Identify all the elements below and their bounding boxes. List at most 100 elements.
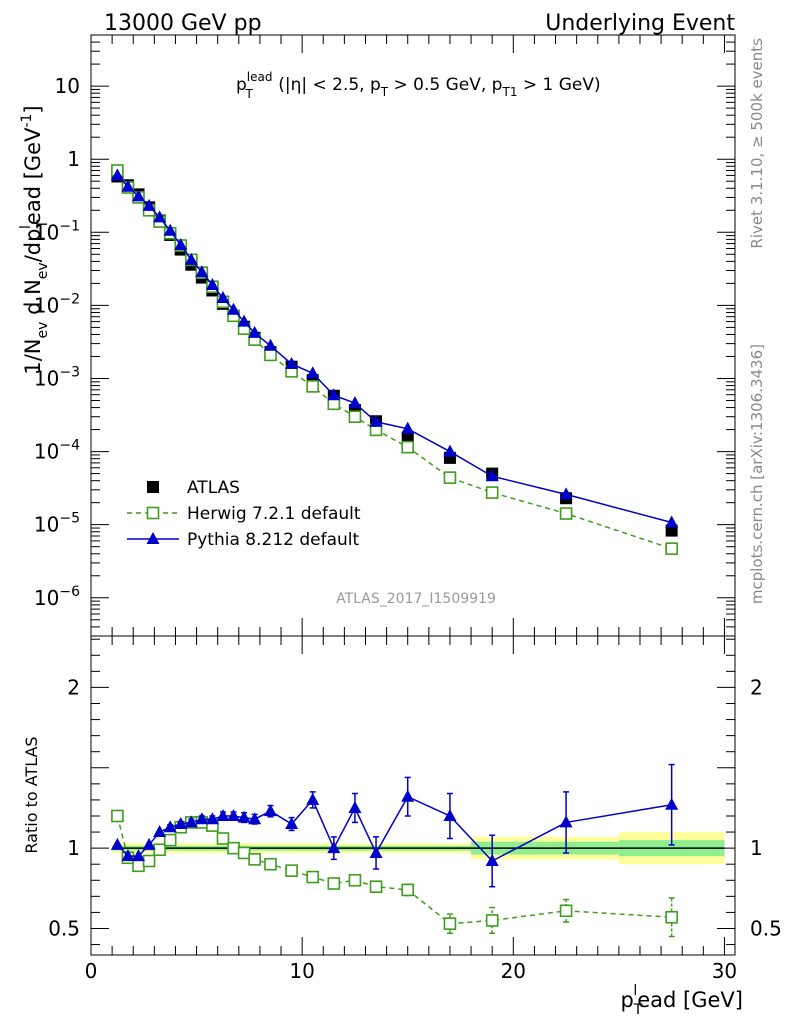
- main-series-2-point: [348, 396, 362, 409]
- ratio-series-1-point: [248, 812, 262, 825]
- ratio-series-0-point: [227, 841, 240, 855]
- ratio-series-1-point: [306, 792, 320, 805]
- main-series-2-point: [195, 265, 209, 278]
- main-series-2-point: [216, 291, 230, 304]
- legend-label-2: Pythia 8.212 default: [187, 530, 360, 550]
- ratio-series-1-point: [121, 849, 135, 862]
- main-series-1-point: [559, 507, 573, 520]
- x-tick-label: 10: [289, 959, 314, 983]
- main-series-1-point: [443, 471, 457, 484]
- main-y-tick-label: 10−6: [34, 584, 80, 610]
- ratio-series-line-0: [116, 815, 672, 925]
- ratio-series-0-point: [264, 857, 277, 871]
- ratio-series-1-point: [369, 845, 383, 858]
- side-label-rivet: Rivet 3.1.10, ≥ 500k events: [748, 38, 766, 249]
- ratio-series-1-point: [237, 810, 251, 823]
- main-series-1-point: [401, 440, 415, 454]
- x-axis-label: pTlead [GeV]: [620, 983, 743, 1018]
- ratio-series-0-point: [216, 832, 230, 845]
- ratio-series-1-point: [263, 804, 277, 817]
- main-y-tick-label: 10−2: [34, 291, 80, 317]
- main-series-2-point: [153, 210, 167, 223]
- main-series-1-point: [264, 348, 277, 362]
- ratio-series-1-point: [285, 817, 299, 830]
- x-tick-label: 0: [85, 959, 98, 983]
- main-series-2-point: [327, 388, 341, 401]
- ratio-series-0-point: [401, 883, 415, 897]
- main-series-2-point: [559, 487, 573, 500]
- main-series-2-point: [369, 414, 383, 427]
- main-series-2-point: [132, 189, 146, 202]
- ratio-series-0-point: [248, 853, 261, 866]
- ratio-series-0-point: [665, 910, 678, 924]
- chart-title: plead T (|η| < 2.5, pT > 0.5 GeV, pT1 > 1…: [236, 70, 601, 101]
- ratio-series-0-point: [285, 864, 298, 877]
- ratio-series-1-point: [485, 853, 499, 866]
- ratio-series-0-point: [142, 854, 156, 868]
- ratio-series-1-point: [401, 789, 415, 802]
- ratio-series-0-point: [111, 809, 124, 823]
- main-series-2-point: [263, 338, 277, 351]
- ratio-series-1-point: [195, 812, 209, 825]
- ratio-series-0-point: [306, 870, 320, 884]
- ratio-series-1-point: [110, 837, 124, 850]
- x-tick-label: 30: [712, 959, 737, 983]
- main-series-2-point: [121, 179, 135, 192]
- main-series-0-point: [665, 524, 678, 537]
- legend-marker-2: [146, 532, 160, 544]
- main-series-0-point: [401, 431, 414, 444]
- main-series-2-point: [227, 302, 241, 315]
- main-series-2-point: [248, 325, 262, 338]
- legend-marker-1: [146, 506, 160, 520]
- ratio-series-0-point: [327, 877, 341, 890]
- main-series-2-point: [163, 223, 177, 236]
- ratio-y-tick-label: 2: [67, 675, 80, 699]
- ratio-series-1-point: [216, 808, 230, 821]
- ratio-y-axis-label: Ratio to ATLAS: [22, 736, 41, 853]
- ratio-series-0-point: [237, 846, 251, 860]
- main-series-2-point: [205, 278, 219, 291]
- legend-label-1: Herwig 7.2.1 default: [187, 504, 361, 524]
- main-y-tick-label: 10−1: [34, 218, 80, 244]
- main-series-2-point: [237, 314, 251, 327]
- ratio-series-1-point: [132, 849, 146, 862]
- main-y-tick-label: 10: [55, 74, 80, 98]
- ratio-series-1-point: [327, 841, 341, 854]
- ratio-series-1-point: [174, 817, 188, 830]
- main-y-axis-label: 1/Nev d Nev/dpTlead [GeV-1]: [18, 105, 51, 374]
- header-right: Underlying Event: [545, 11, 735, 36]
- ratio-series-1-point: [227, 808, 241, 821]
- ratio-y-tick-label-right: 1: [750, 836, 763, 860]
- main-series-2-point: [285, 356, 299, 369]
- main-y-tick-label: 10−4: [34, 438, 80, 464]
- main-series-2-point: [174, 238, 188, 251]
- ratio-series-0-point: [485, 914, 499, 927]
- ratio-series-1-point: [163, 820, 177, 833]
- ratio-series-1-point: [142, 837, 156, 850]
- ratio-series-0-point: [443, 917, 457, 930]
- side-label-mcplots: mcplots.cern.ch [arXiv:1306.3436]: [748, 344, 766, 604]
- main-y-tick-label: 10−3: [34, 364, 80, 390]
- main-series-2-point: [665, 515, 679, 528]
- main-series-2-point: [306, 366, 320, 379]
- ratio-y-tick-label-right: 0.5: [750, 916, 782, 940]
- ratio-series-0-point: [348, 873, 362, 887]
- ratio-series-0-point: [153, 843, 166, 857]
- main-y-tick-label: 1: [67, 147, 80, 171]
- main-series-line-2: [116, 174, 672, 524]
- ratio-series-1-point: [443, 808, 457, 821]
- analysis-tag: ATLAS_2017_I1509919: [336, 591, 496, 607]
- main-series-2-point: [184, 252, 198, 265]
- ratio-y-tick-label: 0.5: [48, 916, 80, 940]
- ratio-series-1-point: [559, 815, 573, 828]
- main-series-1-point: [348, 410, 362, 424]
- main-series-1-point: [665, 542, 678, 555]
- main-y-tick-label: 10−5: [34, 511, 80, 537]
- ratio-series-1-point: [205, 812, 219, 825]
- legend-label-0: ATLAS: [187, 478, 240, 498]
- main-series-2-point: [110, 168, 124, 181]
- ratio-series-0-point: [132, 859, 145, 873]
- legend-marker-0: [147, 481, 159, 493]
- ratio-y-tick-label: 1: [67, 836, 80, 860]
